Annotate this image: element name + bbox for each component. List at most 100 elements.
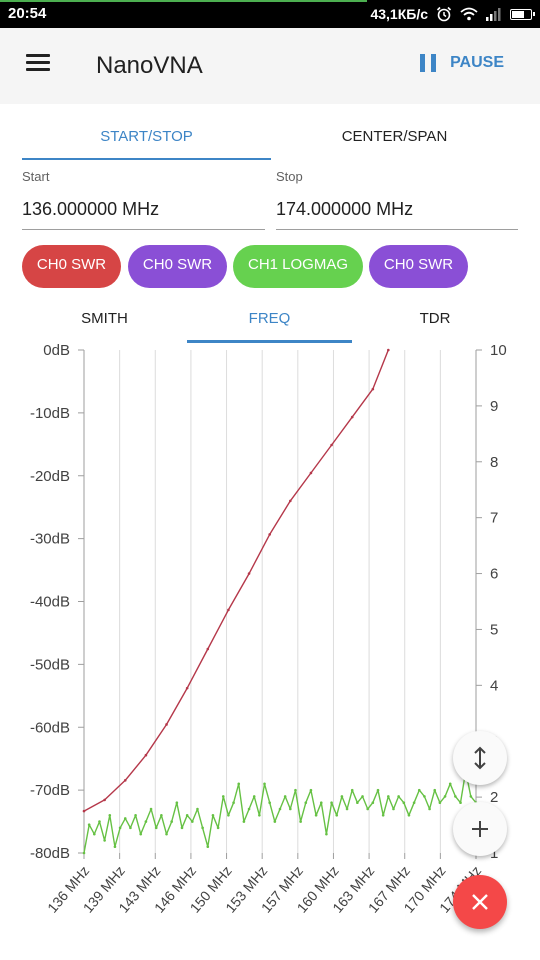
y-right-tick-label: 8 <box>490 454 498 471</box>
y-left-tick-label: -50dB <box>30 656 70 673</box>
y-left-tick-label: -80dB <box>30 845 70 862</box>
download-progress <box>0 0 367 2</box>
tab-smith[interactable]: SMITH <box>81 310 128 327</box>
tab-center-span[interactable]: CENTER/SPAN <box>341 128 448 145</box>
frequency-chart[interactable]: 0dB -10dB -20dB -30dB -40dB -50dB -60dB -70dB -8… <box>0 340 540 960</box>
ch0-swr-point <box>82 809 86 813</box>
ch1-logmag-point <box>247 807 251 811</box>
ch1-logmag-point <box>438 801 442 804</box>
y-right-tick-label: 4 <box>490 677 498 694</box>
ch1-logmag-point <box>402 801 406 804</box>
y-right-tick-label: 10 <box>490 342 507 359</box>
ch1-logmag-point <box>87 823 91 827</box>
vertical-arrows-icon <box>474 746 486 770</box>
ch1-logmag-point <box>397 795 400 798</box>
ch1-logmag-point <box>134 813 137 817</box>
ch0-swr-point <box>350 415 354 419</box>
ch1-logmag-point <box>448 782 452 786</box>
ch1-logmag-point <box>289 807 292 811</box>
ch1-logmag-point <box>82 851 86 855</box>
ch1-logmag-point <box>237 782 241 786</box>
zoom-in-button[interactable] <box>453 802 507 856</box>
autoscale-button[interactable] <box>453 731 507 785</box>
tab-freq[interactable]: FREQ <box>187 310 352 343</box>
y-right-tick-label: 2 <box>490 789 498 806</box>
close-fab-button[interactable] <box>453 875 507 929</box>
ch1-logmag-point <box>330 801 333 804</box>
stop-input[interactable]: 174.000000 MHz <box>276 195 518 230</box>
ch1-logmag-point <box>129 826 132 830</box>
ch0-swr-point <box>247 572 251 575</box>
ch1-logmag-point <box>263 782 266 786</box>
ch1-logmag-point <box>196 807 199 811</box>
start-input[interactable]: 136.000000 MHz <box>22 195 265 230</box>
ch1-logmag-point <box>314 813 318 817</box>
ch0-swr-point <box>227 608 230 612</box>
y-right-tick-label: 7 <box>490 510 498 527</box>
ch1-logmag-point <box>309 788 313 792</box>
ch1-logmag-point <box>98 820 101 823</box>
pause-button[interactable]: PAUSE <box>420 54 504 72</box>
ch1-logmag-point <box>93 832 96 836</box>
ch1-logmag-point <box>273 820 277 823</box>
ch1-logmag-point <box>454 795 457 798</box>
ch1-logmag-point <box>268 801 271 804</box>
alarm-icon <box>436 6 452 22</box>
trace-chip-ch0-swr-3[interactable]: CH0 SWR <box>369 245 468 288</box>
y-left-tick-label: -10dB <box>30 405 70 422</box>
ch1-logmag-point <box>201 826 204 830</box>
ch0-swr-point <box>103 798 106 802</box>
y-left-tick-label: -60dB <box>30 719 70 736</box>
ch0-swr-trace <box>83 349 389 812</box>
ch0-swr-point <box>165 723 168 726</box>
ch1-logmag-point <box>433 788 437 792</box>
ch1-logmag-point <box>149 807 153 811</box>
tab-start-stop[interactable]: START/STOP <box>22 128 271 160</box>
ch1-logmag-point <box>304 801 308 804</box>
ch1-logmag-point <box>459 801 462 804</box>
ch0-swr-point <box>206 647 210 651</box>
ch1-logmag-point <box>185 813 189 817</box>
ch0-swr-point <box>330 443 333 447</box>
ch1-logmag-point <box>319 801 323 804</box>
ch1-logmag-point <box>469 795 473 798</box>
ch1-logmag-point <box>221 795 225 798</box>
ch0-swr-point <box>387 348 390 352</box>
ch1-logmag-point <box>376 788 380 792</box>
ch1-logmag-point <box>108 813 112 817</box>
y-right-tick-label: 1 <box>490 845 498 862</box>
ch1-logmag-point <box>283 795 287 798</box>
hamburger-icon[interactable] <box>26 54 50 74</box>
ch1-logmag-point <box>227 813 230 817</box>
ch1-logmag-point <box>335 813 339 817</box>
ch1-logmag-point <box>371 801 375 804</box>
ch1-logmag-point <box>345 807 349 811</box>
ch1-logmag-point <box>123 817 127 820</box>
trace-chip-ch0-swr[interactable]: CH0 SWR <box>22 245 121 288</box>
ch1-logmag-point <box>139 832 143 836</box>
wifi-icon <box>460 7 478 21</box>
ch1-logmag-point <box>278 807 282 811</box>
ch1-logmag-point <box>417 788 421 792</box>
trace-chip-ch1-logmag[interactable]: CH1 LOGMAG <box>233 245 363 288</box>
ch1-logmag-point <box>392 807 395 811</box>
ch1-logmag-point <box>340 795 344 798</box>
ch0-swr-point <box>144 753 148 757</box>
ch1-logmag-point <box>443 795 447 798</box>
tab-tdr[interactable]: TDR <box>419 310 451 327</box>
ch1-logmag-point <box>350 788 354 792</box>
ch1-logmag-point <box>294 788 297 792</box>
app-title: NanoVNA <box>96 52 203 79</box>
ch1-logmag-point <box>170 820 173 823</box>
ch1-logmag-point <box>160 813 163 817</box>
trace-chip-ch0-swr-2[interactable]: CH0 SWR <box>128 245 227 288</box>
ch1-logmag-point <box>211 813 215 817</box>
ch1-logmag-point <box>428 807 431 811</box>
ch1-logmag-point <box>258 813 261 817</box>
network-speed: 43,1КБ/с <box>370 6 428 22</box>
stop-label: Stop <box>276 169 303 184</box>
ch1-logmag-point <box>144 820 148 823</box>
ch1-logmag-point <box>252 795 256 798</box>
y-left-tick-label: -40dB <box>30 594 70 611</box>
y-left-tick-label: -70dB <box>30 782 70 799</box>
